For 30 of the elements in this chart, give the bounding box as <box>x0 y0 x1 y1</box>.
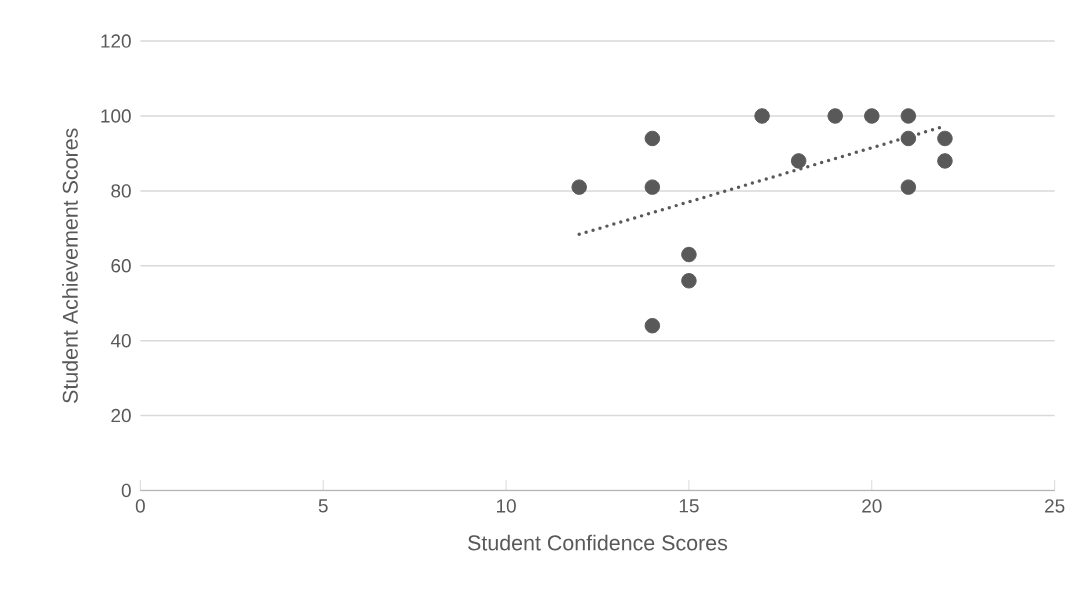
x-tick-label: 15 <box>679 499 699 513</box>
point <box>644 318 661 334</box>
point <box>754 108 770 124</box>
y-tick-label: 40 <box>110 334 131 348</box>
y-tick-label: 80 <box>111 184 131 198</box>
point <box>644 130 661 147</box>
point <box>900 130 917 147</box>
y-tick-label: 20 <box>111 408 131 423</box>
x-tick-label: 5 <box>318 499 328 513</box>
point <box>937 153 953 169</box>
y-tick-label: 100 <box>101 109 131 123</box>
x-tick-label: 10 <box>496 499 516 513</box>
point <box>790 153 807 169</box>
point <box>864 108 880 124</box>
y-axis-title: Student Achievement Scores <box>62 128 78 403</box>
x-axis-title: Student Confidence Scores <box>468 534 728 551</box>
point <box>644 179 661 195</box>
y-tick-label: 120 <box>101 34 131 48</box>
y-tick-label: 0 <box>121 483 131 498</box>
point <box>900 179 917 195</box>
x-tick-label: 20 <box>862 499 882 513</box>
x-tick-label: 0 <box>135 499 145 513</box>
point <box>681 246 697 263</box>
y-tick-label: 60 <box>111 259 131 273</box>
point <box>571 179 587 195</box>
x-tick-label: 25 <box>1045 499 1065 513</box>
point <box>900 108 917 124</box>
point <box>681 273 697 289</box>
point <box>827 108 843 124</box>
point <box>937 130 953 147</box>
